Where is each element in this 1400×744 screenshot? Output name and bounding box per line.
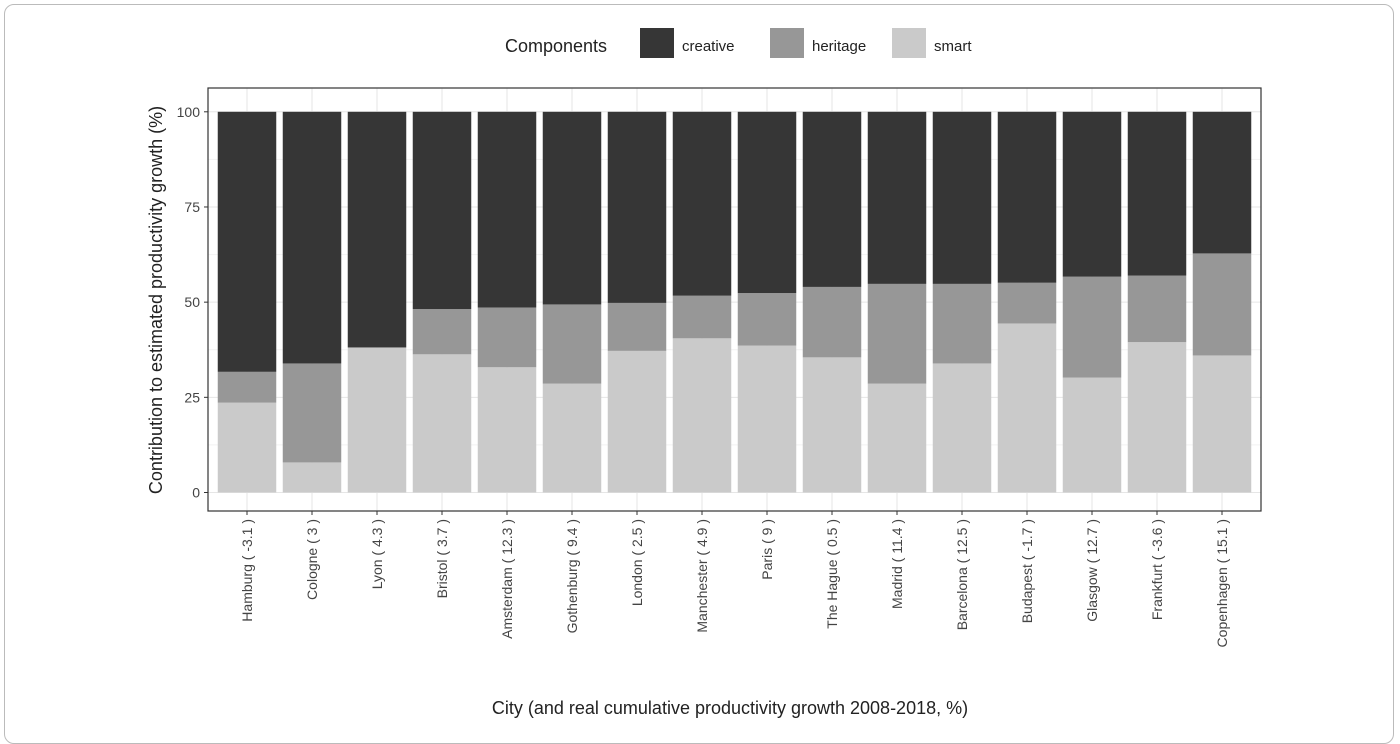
bar-segment-smart xyxy=(737,345,797,493)
bar-segment-smart xyxy=(412,354,472,493)
x-tick-label: Hamburg ( -3.1 ) xyxy=(239,519,255,622)
bar-segment-creative xyxy=(282,111,342,364)
bar-segment-creative xyxy=(1192,111,1252,254)
x-tick-label: Cologne ( 3 ) xyxy=(304,519,320,600)
bar-segment-creative xyxy=(1127,111,1187,276)
bar-segment-heritage xyxy=(477,307,537,368)
bar-segment-heritage xyxy=(867,283,927,384)
x-tick-label: Paris ( 9 ) xyxy=(759,519,775,580)
x-tick-label: The Hague ( 0.5 ) xyxy=(824,519,840,629)
x-tick-label: Frankfurt ( -3.6 ) xyxy=(1149,519,1165,620)
bar-segment-smart xyxy=(477,367,537,493)
x-axis: Hamburg ( -3.1 ) Cologne ( 3 ) Lyon ( 4.3 … xyxy=(239,511,1230,647)
legend: Components creative heritage smart xyxy=(505,28,972,58)
legend-swatch-creative xyxy=(640,28,674,58)
bar-segment-creative xyxy=(542,111,602,305)
bar-segment-heritage xyxy=(1192,253,1252,356)
bar-segment-creative xyxy=(412,111,472,310)
bar-segment-smart xyxy=(997,323,1057,493)
legend-label-creative: creative xyxy=(682,38,735,55)
x-tick-label: Madrid ( 11.4 ) xyxy=(889,519,905,609)
bar-segment-creative xyxy=(672,111,732,296)
bar-segment-creative xyxy=(932,111,992,284)
x-tick-label: Budapest ( -1.7 ) xyxy=(1019,519,1035,623)
y-tick-label: 0 xyxy=(192,485,200,501)
legend-swatch-heritage xyxy=(770,28,804,58)
x-tick-label: Copenhagen ( 15.1 ) xyxy=(1214,519,1230,647)
bar-segment-creative xyxy=(477,111,537,308)
bar-segment-smart xyxy=(1062,377,1122,493)
bar-segment-heritage xyxy=(1127,275,1187,343)
bar-segment-smart xyxy=(282,462,342,493)
legend-label-smart: smart xyxy=(934,38,972,55)
bar-segment-smart xyxy=(802,357,862,493)
bar-segment-creative xyxy=(1062,111,1122,277)
bar-segment-smart xyxy=(217,402,277,493)
bar-segment-heritage xyxy=(672,295,732,339)
bar-segment-creative xyxy=(997,111,1057,283)
y-axis-title: Contribution to estimated productivity g… xyxy=(146,106,166,494)
y-tick-label: 25 xyxy=(184,389,200,405)
bar-segment-smart xyxy=(672,338,732,493)
bar-segment-creative xyxy=(217,111,277,372)
bar-segment-heritage xyxy=(542,304,602,384)
y-axis: 0 25 50 75 100 xyxy=(177,104,208,501)
bar-segment-smart xyxy=(867,383,927,493)
y-tick-label: 50 xyxy=(184,294,200,310)
x-tick-label: Bristol ( 3.7 ) xyxy=(434,519,450,598)
bar-segment-heritage xyxy=(412,309,472,355)
x-axis-title: City (and real cumulative productivity g… xyxy=(492,698,968,718)
plot-panel xyxy=(207,87,1262,512)
bar-segment-heritage xyxy=(1062,276,1122,378)
bar-segment-smart xyxy=(1192,355,1252,493)
bar-segment-creative xyxy=(737,111,797,294)
bar-segment-heritage xyxy=(802,286,862,358)
bar-segment-smart xyxy=(932,363,992,493)
stacked-bar-chart: 0 25 50 75 100 Hamburg ( -3.1 ) Cologne ( 3 )… xyxy=(146,28,1262,718)
x-tick-label: Amsterdam ( 12.3 ) xyxy=(499,519,515,639)
x-tick-label: Gothenburg ( 9.4 ) xyxy=(564,519,580,633)
bar-segment-smart xyxy=(1127,342,1187,493)
y-tick-label: 75 xyxy=(184,199,200,215)
x-tick-label: Lyon ( 4.3 ) xyxy=(369,519,385,589)
bar-segment-smart xyxy=(607,350,667,493)
bar-segment-heritage xyxy=(997,282,1057,324)
bar-segment-smart xyxy=(347,347,407,493)
bars xyxy=(217,111,1252,493)
x-tick-label: Glasgow ( 12.7 ) xyxy=(1084,519,1100,622)
legend-title: Components xyxy=(505,36,607,56)
bar-segment-creative xyxy=(867,111,927,284)
bar-segment-creative xyxy=(347,111,407,348)
x-tick-label: London ( 2.5 ) xyxy=(629,519,645,606)
x-tick-label: Manchester ( 4.9 ) xyxy=(694,519,710,633)
bar-segment-heritage xyxy=(932,283,992,364)
bar-segment-heritage xyxy=(607,302,667,351)
legend-label-heritage: heritage xyxy=(812,38,866,55)
bar-segment-creative xyxy=(607,111,667,303)
legend-swatch-smart xyxy=(892,28,926,58)
bar-segment-smart xyxy=(542,383,602,493)
y-tick-label: 100 xyxy=(177,104,201,120)
bar-segment-heritage xyxy=(737,293,797,346)
bar-segment-creative xyxy=(802,111,862,287)
bar-segment-heritage xyxy=(217,371,277,403)
x-tick-label: Barcelona ( 12.5 ) xyxy=(954,519,970,630)
bar-segment-heritage xyxy=(282,363,342,463)
